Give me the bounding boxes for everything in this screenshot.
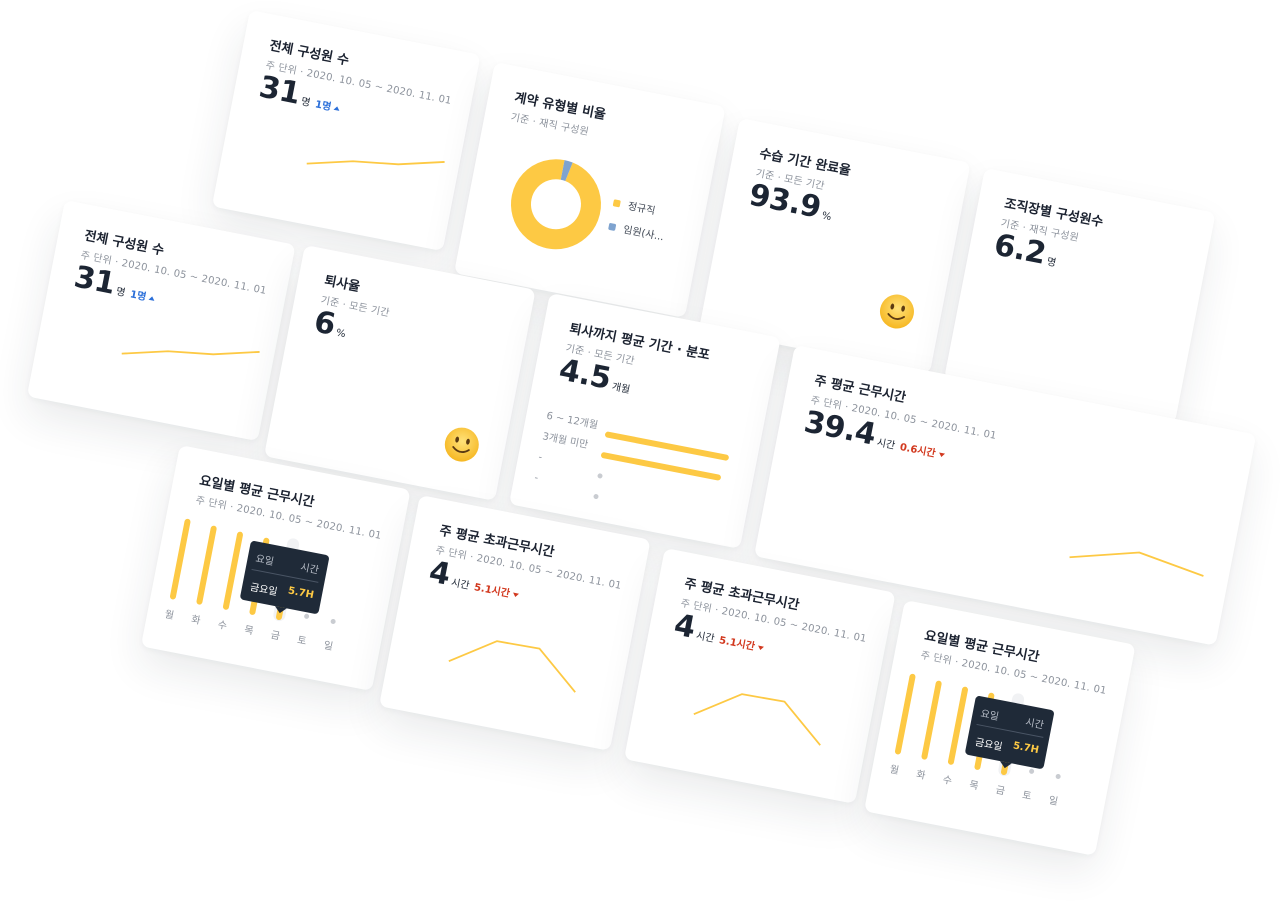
sparkline: [306, 160, 445, 166]
distribution-bar: [597, 473, 603, 479]
card: 퇴사율 기준 · 모든 기간 6%: [263, 245, 536, 501]
row-label: 6 ~ 12개월: [545, 410, 599, 432]
sparkline: [121, 350, 260, 356]
eye: [466, 438, 470, 445]
card: 주 평균 초과근무시간 주 단위 · 2020. 10. 05 ~ 2020. 1…: [623, 548, 896, 804]
day-bar: [169, 518, 191, 600]
eye: [890, 303, 895, 310]
tooltip-header: 요일: [254, 553, 275, 568]
day-label: 일: [323, 639, 334, 653]
smile-icon: [444, 427, 479, 462]
tooltip-day: 금요일: [974, 737, 1004, 754]
sparkline: [1069, 551, 1204, 577]
sparkline: [448, 640, 576, 693]
day-label: 토: [1021, 790, 1032, 803]
legend-swatch: [608, 223, 617, 231]
trend-line: [693, 693, 821, 746]
day-label: 월: [164, 608, 175, 622]
legend-swatch: [612, 199, 621, 208]
eye: [455, 436, 460, 443]
trend-line: [121, 350, 260, 356]
distribution-bar: [593, 494, 599, 500]
card: 수습 기간 완료율 기준 · 모든 기간 93.9%: [698, 118, 971, 374]
distribution-bar: [605, 431, 729, 461]
day-label: 일: [1048, 794, 1059, 808]
tooltip-value: 5.7H: [287, 585, 315, 602]
legend-label: 정규직: [627, 200, 656, 217]
row-label: -: [533, 473, 539, 485]
tooltip-header: 시간: [1024, 717, 1045, 732]
card: 요일별 평균 근무시간 주 단위 · 2020. 10. 05 ~ 2020. 1…: [863, 600, 1136, 856]
eye: [901, 305, 905, 312]
trend-line: [1069, 551, 1204, 577]
tooltip-header: 요일: [979, 708, 1000, 723]
day-label: 목: [968, 779, 979, 793]
trend-line: [448, 640, 576, 693]
day-label: 목: [243, 624, 254, 638]
row-label: 3개월 미만: [541, 430, 589, 451]
legend-label: 임원(사...: [622, 223, 665, 244]
tooltip-value: 5.7H: [1012, 740, 1040, 757]
day-bar: [222, 531, 243, 610]
card: 주 평균 근무시간 주 단위 · 2020. 10. 05 ~ 2020. 11.…: [753, 345, 1257, 646]
day-label: 화: [190, 613, 201, 627]
face: [444, 427, 479, 462]
day-bar: [894, 673, 916, 755]
day-bar: [304, 613, 310, 619]
card: 주 평균 초과근무시간 주 단위 · 2020. 10. 05 ~ 2020. 1…: [378, 495, 651, 751]
smile-icon: [879, 294, 914, 329]
day-bar: [947, 686, 968, 765]
tooltip-day: 금요일: [249, 582, 279, 599]
trend-line: [306, 160, 445, 166]
row-label: -: [537, 452, 543, 464]
card: 요일별 평균 근무시간 주 단위 · 2020. 10. 05 ~ 2020. 1…: [140, 445, 411, 692]
day-label: 화: [915, 768, 926, 782]
mouth: [452, 446, 470, 454]
mouth: [887, 313, 905, 320]
day-bar: [1055, 773, 1061, 779]
day-bar: [1029, 768, 1035, 774]
donut-segment: [560, 160, 573, 182]
card: 계약 유형별 비율 기준 · 재직 구성원 정규직 임원(사...: [453, 62, 726, 318]
day-bar: [330, 618, 336, 624]
day-bar: [196, 525, 217, 605]
day-label: 토: [296, 635, 307, 648]
face: [879, 294, 914, 329]
day-bar: [921, 680, 942, 760]
day-label: 금: [270, 629, 281, 643]
tooltip-header: 시간: [299, 562, 320, 577]
day-label: 금: [995, 784, 1006, 798]
day-label: 월: [889, 763, 900, 777]
day-label: 수: [217, 619, 228, 633]
donut-segment: [511, 159, 601, 250]
card: 퇴사까지 평균 기간 · 분포 기준 · 모든 기간 4.5 개월 6 ~ 12개월 3개…: [508, 293, 781, 549]
day-label: 수: [942, 774, 953, 788]
sparkline: [693, 693, 821, 746]
donut-chart: 정규직임원(사...: [511, 159, 665, 250]
distribution-bar: [601, 452, 721, 481]
value-unit: 명: [1045, 256, 1057, 270]
